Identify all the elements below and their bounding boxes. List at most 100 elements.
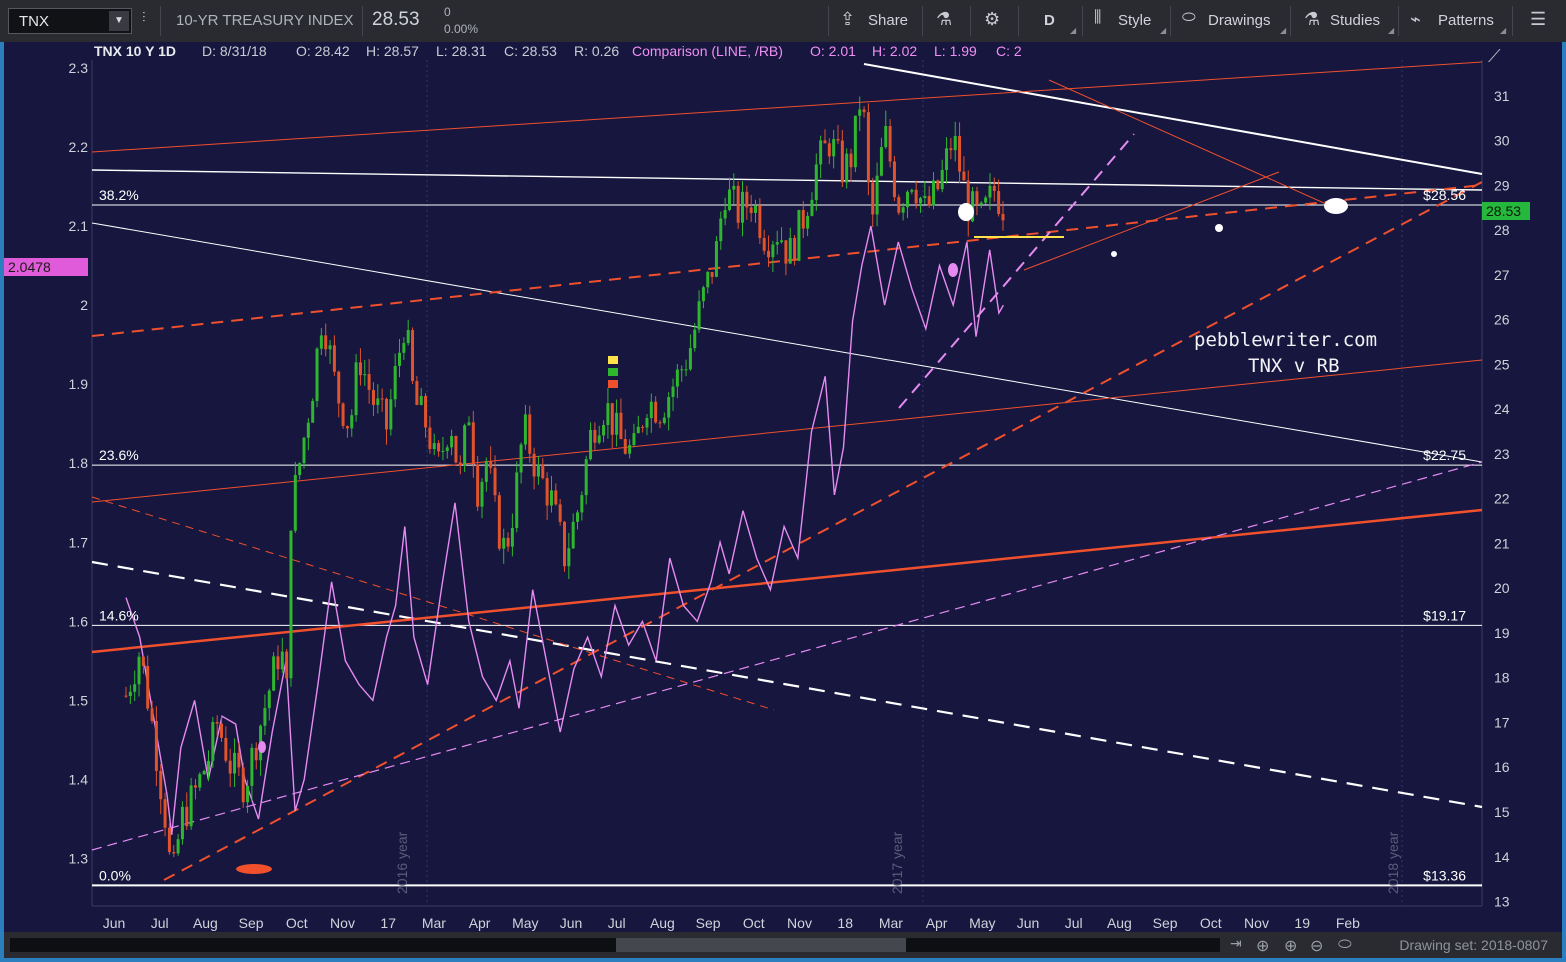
candle-body (280, 651, 284, 670)
candle-body (241, 767, 245, 803)
candle-body (319, 335, 323, 349)
white-mid-trendline (91, 222, 1483, 463)
candle-body (489, 461, 493, 468)
x-axis-tick-label: Jun (103, 915, 126, 931)
candle-body (471, 422, 475, 465)
legend-high: H: 28.57 (366, 43, 419, 59)
candle-body (389, 399, 393, 430)
candlestick-icon[interactable]: ⫼ (1094, 9, 1102, 26)
labels-layer: 1.3 1.4 1.5 1.6 1.7 1.8 1.9 2 2.1 2.2 2.3 13 14 15 16 1… (69, 60, 1510, 931)
x-axis-tick-label: Mar (879, 915, 903, 931)
drawings-button[interactable]: Drawings (1208, 12, 1271, 29)
axis-settings-icon[interactable]: ⟋ (1488, 46, 1501, 67)
pink-dashed-trendline (91, 461, 1483, 851)
x-axis-tick-label: Nov (330, 915, 355, 931)
caret-icon: ◢ (1160, 26, 1167, 35)
fib-level-price: $13.36 (1423, 867, 1466, 883)
legend-cmp-close: C: 2 (996, 43, 1022, 59)
symbol-input[interactable]: TNX ▼ (8, 8, 132, 34)
candle-body (298, 463, 302, 476)
zoom-in-icon[interactable]: ⊕ (1284, 938, 1298, 955)
ellipse-icon[interactable]: ⬭ (1182, 9, 1196, 26)
crosshair-icon[interactable]: ⊕ (1256, 938, 1270, 955)
patterns-button[interactable]: Patterns (1438, 12, 1494, 29)
share-icon[interactable]: ⇪ (840, 9, 856, 29)
candle-body (371, 389, 375, 405)
right-price-badge-text: 28.53 (1486, 203, 1521, 219)
x-axis-tick-label: Sep (239, 915, 264, 931)
candle-body (580, 495, 584, 513)
candle-body (328, 345, 332, 350)
candle-body (150, 708, 154, 721)
ellipse-tool-icon[interactable]: ⬭ (1338, 936, 1352, 953)
candle-body (628, 445, 632, 454)
pink-dashed-steep-trendline (898, 133, 1135, 409)
signal-green (608, 368, 618, 376)
studies-icon[interactable]: ⚗ (1304, 9, 1321, 29)
scrollbar-thumb[interactable] (616, 938, 906, 952)
link-icon[interactable]: ⫶ (142, 9, 146, 25)
signal-yellow (608, 356, 618, 364)
candle-body (454, 435, 458, 463)
right-axis-tick-label: 30 (1494, 133, 1510, 149)
candle-body (949, 148, 953, 151)
candle-body (680, 369, 684, 371)
horizontal-scrollbar[interactable] (10, 938, 1220, 952)
zoom-out-icon[interactable]: ⊖ (1310, 938, 1324, 955)
candle-body (662, 417, 666, 424)
comparison-layer (125, 225, 1005, 835)
style-button[interactable]: Style (1118, 12, 1152, 29)
candle-body (545, 478, 549, 506)
menu-icon[interactable]: ☰ (1530, 9, 1547, 29)
red-thin-trendline (91, 359, 1483, 503)
drawing-set-label: Drawing set: 2018-0807 (1399, 937, 1548, 953)
candle-body (767, 250, 771, 258)
divider (828, 6, 829, 36)
gear-icon[interactable]: ⚙ (984, 9, 1001, 29)
candle-body (845, 153, 849, 183)
candle-body (124, 695, 128, 697)
x-axis-tick-label: Jun (1017, 915, 1040, 931)
candle-body (897, 197, 901, 213)
candle-body (463, 425, 467, 466)
candle-body (541, 464, 545, 479)
legend-cmp-high: H: 2.02 (872, 43, 917, 59)
x-axis-tick-label: Aug (1107, 915, 1132, 931)
candle-body (180, 806, 184, 840)
candle-body (167, 827, 171, 853)
studies-button[interactable]: Studies (1330, 12, 1381, 29)
right-axis-tick-label: 16 (1494, 759, 1510, 775)
chevron-down-icon[interactable]: ▼ (109, 11, 129, 31)
candle-body (853, 115, 857, 168)
candle-body (476, 464, 480, 507)
candle-body (358, 362, 362, 376)
candle-body (806, 215, 810, 229)
candle-body (432, 443, 436, 450)
share-button[interactable]: Share (868, 12, 909, 29)
left-axis-tick-label: 1.6 (69, 613, 89, 629)
right-axis-tick-label: 24 (1494, 401, 1510, 417)
x-axis-tick-label: Sep (1153, 915, 1178, 931)
scroll-right-icon[interactable]: ⇥ (1230, 935, 1242, 951)
candle-body (185, 806, 189, 827)
x-axis-tick-label: Aug (650, 915, 675, 931)
legend-close: C: 28.53 (504, 43, 557, 59)
fib-level-label: 0.0% (99, 867, 131, 883)
candle-body (332, 345, 336, 372)
legend-cmp-low: L: 1.99 (934, 43, 977, 59)
candle-body (306, 422, 310, 438)
patterns-icon[interactable]: ⌁ (1410, 9, 1421, 29)
caret-icon: ◢ (1500, 26, 1507, 35)
candle-body (693, 329, 697, 349)
white-dashed-trendline (91, 560, 1483, 809)
chart-area[interactable]: 1.3 1.4 1.5 1.6 1.7 1.8 1.9 2 2.1 2.2 2.3 13 14 15 16 1… (0, 42, 1566, 932)
candle-body (675, 369, 679, 387)
flask-icon[interactable]: ⚗ (936, 9, 953, 29)
right-axis-tick-label: 26 (1494, 312, 1510, 328)
period-button[interactable]: D (1044, 12, 1055, 29)
candle-body (198, 774, 202, 788)
candle-body (801, 210, 805, 229)
price-chart[interactable]: 1.3 1.4 1.5 1.6 1.7 1.8 1.9 2 2.1 2.2 2.3 13 14 15 16 1… (4, 42, 1562, 932)
candle-body (940, 169, 944, 190)
candle-body (958, 136, 962, 172)
